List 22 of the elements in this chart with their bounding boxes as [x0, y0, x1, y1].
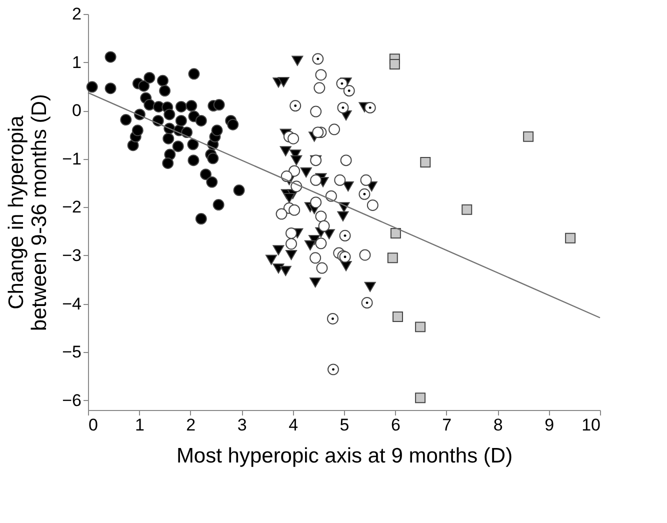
x-tick-label: 5	[340, 416, 350, 434]
x-axis-title: Most hyperopic axis at 9 months (D)	[176, 444, 513, 468]
y-tick-label: −5	[62, 342, 82, 362]
x-tick-label: 0	[88, 416, 98, 434]
x-tick-label: 2	[186, 416, 196, 434]
y-tick-label: −6	[62, 390, 82, 410]
y-tick-label: −4	[62, 294, 82, 314]
x-tick-label: 7	[442, 416, 452, 434]
x-tick-label: 6	[390, 416, 400, 434]
y-tick-label: 2	[72, 4, 82, 24]
y-tick-label: −1	[62, 149, 82, 168]
x-tick-label: 4	[288, 416, 298, 434]
y-tick-label: 1	[72, 52, 82, 72]
y-tick-label: −2	[62, 198, 82, 217]
x-tick-label: 9	[544, 416, 554, 434]
x-tick-label: 3	[237, 416, 247, 434]
y-axis-title: Change in hyperopia between 9-36 months (D)	[5, 94, 52, 331]
y-tick-label: 0	[72, 101, 82, 120]
x-tick-label: 1	[134, 416, 144, 434]
x-tick-label: 10	[582, 416, 600, 434]
y-tick-label: −3	[62, 246, 82, 265]
x-tick-label: 8	[493, 416, 503, 434]
